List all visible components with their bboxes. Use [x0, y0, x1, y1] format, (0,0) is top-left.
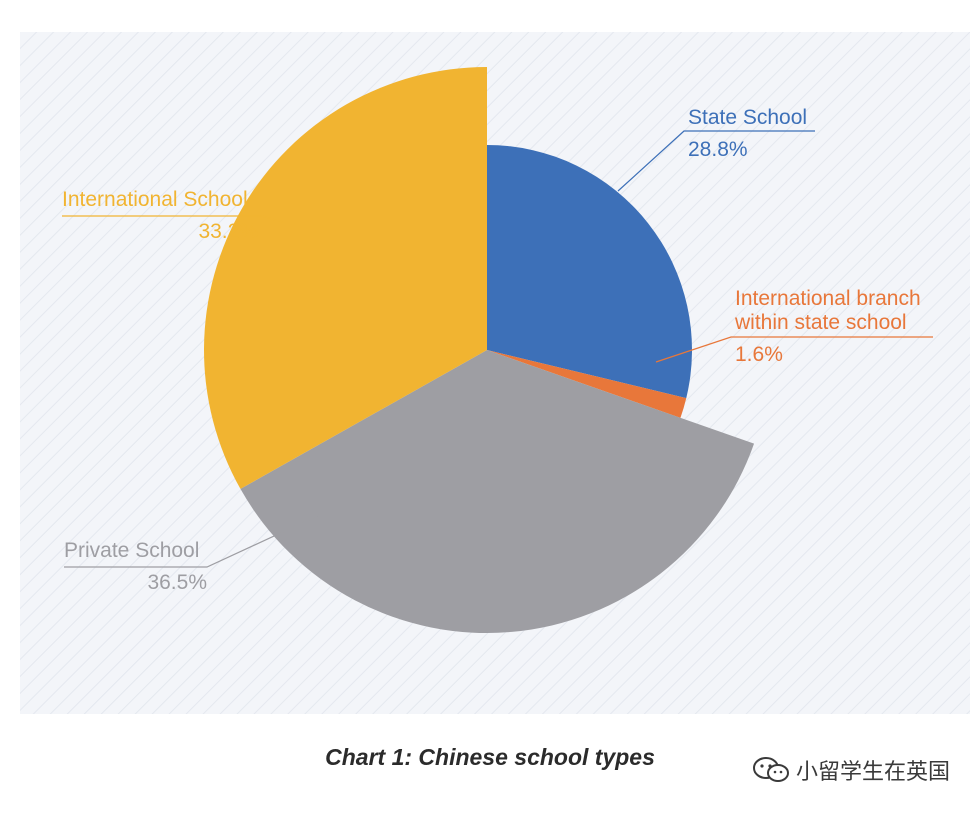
chart-caption: Chart 1: Chinese school types [325, 744, 655, 770]
slice-value-label: 28.8% [688, 138, 748, 161]
slice-label: Private School [64, 539, 199, 562]
leader-line [62, 215, 283, 223]
leader-line [655, 336, 933, 363]
slice-label: International School [62, 188, 248, 211]
pie-slice [240, 350, 755, 634]
slice-value-label: 33.2% [198, 220, 258, 243]
leader-line [617, 130, 815, 192]
wechat-icon [752, 757, 789, 782]
slice-label: International branch [735, 287, 921, 310]
labels-group: State School 28.8% International branchwit… [62, 106, 921, 594]
slices-group [204, 67, 755, 634]
watermark: 小留学生在英国 [752, 754, 950, 786]
slice-label: State School [688, 106, 807, 129]
watermark-text: 小留学生在英国 [795, 760, 950, 785]
slice-label: within state school [734, 311, 907, 334]
pie-slice [204, 67, 487, 489]
leader-line [64, 511, 327, 568]
slice-value-label: 36.5% [147, 571, 207, 594]
pie-slice [487, 350, 687, 418]
slice-value-label: 1.6% [735, 343, 783, 366]
pie-slice [487, 145, 692, 399]
leaders-group [62, 130, 933, 568]
